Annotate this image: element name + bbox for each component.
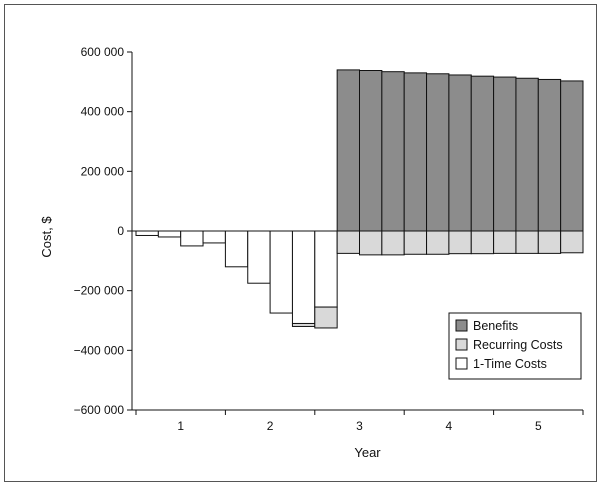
bar-1-time-costs-4 (202, 230, 226, 244)
bar-1-time-costs-3 (180, 230, 204, 247)
bar-1-time-costs-2 (157, 230, 182, 238)
x-tick-label: 2 (267, 419, 274, 433)
legend-label-recurring-costs: Recurring Costs (473, 338, 563, 352)
y-axis-label: Cost, $ (39, 216, 54, 258)
legend-swatch-benefits (455, 319, 468, 332)
bar-recurring-costs-16 (470, 230, 495, 255)
x-tick-label: 5 (535, 419, 542, 433)
bars-layer (135, 69, 584, 329)
bar-1-time-costs-1 (135, 230, 159, 236)
bar-recurring-costs-19 (537, 230, 562, 254)
bar-recurring-costs-11 (359, 230, 383, 256)
y-tick-label: 0 (117, 224, 124, 238)
bar-benefits-10 (336, 69, 360, 232)
bar-benefits-14 (426, 73, 450, 232)
bar-benefits-20 (560, 80, 584, 232)
bar-recurring-costs-17 (493, 230, 517, 254)
y-tick-label: 200 000 (81, 164, 125, 178)
bar-benefits-13 (403, 72, 428, 232)
bar-recurring-costs-14 (426, 230, 450, 255)
bar-benefits-12 (381, 71, 405, 232)
bar-recurring-costs-8 (291, 322, 316, 327)
bar-recurring-costs-9 (314, 306, 338, 329)
x-tick-label: 3 (356, 419, 363, 433)
bar-recurring-costs-12 (381, 230, 405, 256)
stacked-bar-chart: 600 000 400 000 200 000 0 −200 000 −400 000 −6… (39, 45, 584, 460)
bar-benefits-15 (448, 74, 472, 232)
y-tick-label: 600 000 (81, 45, 125, 59)
chart-frame: 600 000 400 000 200 000 0 −200 000 −400 000 −6… (4, 4, 597, 482)
bar-1-time-costs-6 (247, 230, 271, 284)
bar-1-time-costs-8 (291, 230, 316, 324)
legend-swatch-recurring-costs (455, 338, 468, 351)
bar-benefits-16 (470, 75, 495, 232)
bar-benefits-17 (493, 76, 517, 232)
y-tick-label: −200 000 (74, 284, 125, 298)
legend: Benefits Recurring Costs 1-Time Costs (448, 312, 582, 380)
bar-1-time-costs-7 (269, 230, 293, 314)
legend-swatch-1-time-costs (455, 357, 468, 370)
bar-recurring-costs-20 (560, 230, 584, 254)
x-ticks-layer: 1 2 3 4 5 (135, 410, 584, 433)
x-axis-label: Year (354, 445, 381, 460)
bar-recurring-costs-10 (336, 230, 360, 254)
legend-label-benefits: Benefits (473, 319, 518, 333)
legend-box (448, 312, 582, 380)
bar-1-time-costs-9 (314, 230, 338, 308)
bar-recurring-costs-13 (403, 230, 428, 255)
x-tick-label: 4 (446, 419, 453, 433)
y-tick-label: −400 000 (74, 343, 125, 357)
x-tick-label: 1 (177, 419, 184, 433)
legend-label-1-time-costs: 1-Time Costs (473, 357, 547, 371)
y-tick-label: −600 000 (74, 403, 125, 417)
y-tick-label: 400 000 (81, 105, 125, 119)
bar-benefits-11 (359, 70, 383, 232)
bar-benefits-19 (537, 78, 562, 232)
bar-1-time-costs-5 (224, 230, 249, 268)
bar-benefits-18 (515, 77, 539, 232)
bar-recurring-costs-18 (515, 230, 539, 254)
bar-recurring-costs-15 (448, 230, 472, 255)
y-ticks-layer: 600 000 400 000 200 000 0 −200 000 −400 000 −6… (74, 45, 132, 417)
